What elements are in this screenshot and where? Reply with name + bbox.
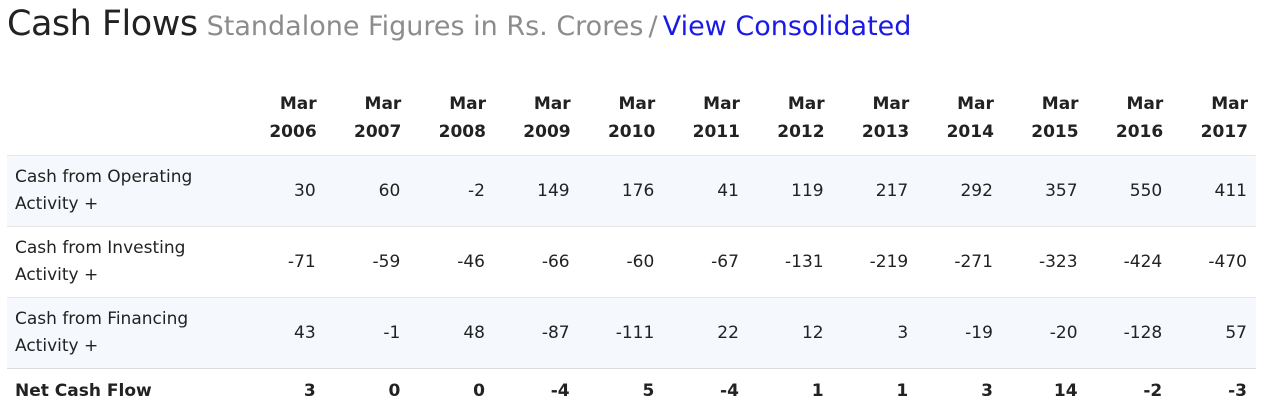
table-cell: 14 [1002,369,1087,413]
table-cell: 411 [1171,156,1256,227]
table-cell: -71 [240,227,325,298]
row-label-line: Cash from Operating [15,167,192,187]
table-cell: -2 [1087,369,1172,413]
table-cell: 30 [240,156,325,227]
expand-row-toggle[interactable]: Activity + [15,336,98,356]
table-cell: -87 [494,298,579,369]
table-cell: 0 [409,369,494,413]
table-cell: 57 [1171,298,1256,369]
expand-row-toggle[interactable]: Activity + [15,194,98,214]
table-cell: 176 [579,156,664,227]
table-cell: -59 [325,227,410,298]
financing-activity-toggle[interactable]: Cash from Financing Activity + [7,298,240,369]
table-cell: 22 [663,298,748,369]
operating-activity-toggle[interactable]: Cash from Operating Activity + [7,156,240,227]
table-cell: -4 [494,369,579,413]
table-cell: 43 [240,298,325,369]
view-consolidated-link[interactable]: View Consolidated [663,11,912,42]
table-cell: -1 [325,298,410,369]
table-cell: -131 [748,227,833,298]
expand-row-toggle[interactable]: Activity + [15,265,98,285]
table-cell: -67 [663,227,748,298]
table-cell: 550 [1087,156,1172,227]
table-cell: -20 [1002,298,1087,369]
table-cell: 41 [663,156,748,227]
financing-activity-row: Cash from Financing Activity + 43 -1 48 … [7,298,1256,369]
heading-separator: / [648,11,657,42]
section-heading: Cash Flows Standalone Figures in Rs. Cro… [7,4,911,44]
table-cell: -424 [1087,227,1172,298]
page-title: Cash Flows [7,4,198,44]
table-cell: 149 [494,156,579,227]
table-cell: -46 [409,227,494,298]
table-cell: -128 [1087,298,1172,369]
table-cell: -4 [663,369,748,413]
table-cell: -219 [833,227,918,298]
table-cell: 357 [1002,156,1087,227]
net-cash-flow-row: Net Cash Flow 3 0 0 -4 5 -4 1 1 3 14 -2 … [7,369,1256,413]
table-cell: 292 [917,156,1002,227]
investing-activity-toggle[interactable]: Cash from Investing Activity + [7,227,240,298]
table-cell: 0 [325,369,410,413]
table-cell: 1 [748,369,833,413]
table-cell: 48 [409,298,494,369]
net-cash-flow-label: Net Cash Flow [7,369,240,413]
table-cell: -323 [1002,227,1087,298]
table-cell: 119 [748,156,833,227]
table-cell: 12 [748,298,833,369]
label-column-header [7,80,240,156]
table-cell: 60 [325,156,410,227]
table-cell: -470 [1171,227,1256,298]
table-cell: 3 [240,369,325,413]
table-cell: 1 [833,369,918,413]
row-label-line: Cash from Financing [15,309,188,329]
table-cell: -19 [917,298,1002,369]
table-cell: -3 [1171,369,1256,413]
row-label-line: Cash from Investing [15,238,185,258]
figures-subtitle: Standalone Figures in Rs. Crores [207,11,644,42]
table-cell: -66 [494,227,579,298]
table-cell: 3 [833,298,918,369]
table-cell: -111 [579,298,664,369]
operating-activity-row: Cash from Operating Activity + 30 60 -2 … [7,156,1256,227]
table-cell: 217 [833,156,918,227]
table-cell: 5 [579,369,664,413]
table-cell: -60 [579,227,664,298]
investing-activity-row: Cash from Investing Activity + -71 -59 -… [7,227,1256,298]
table-cell: -271 [917,227,1002,298]
table-cell: -2 [409,156,494,227]
table-cell: 3 [917,369,1002,413]
